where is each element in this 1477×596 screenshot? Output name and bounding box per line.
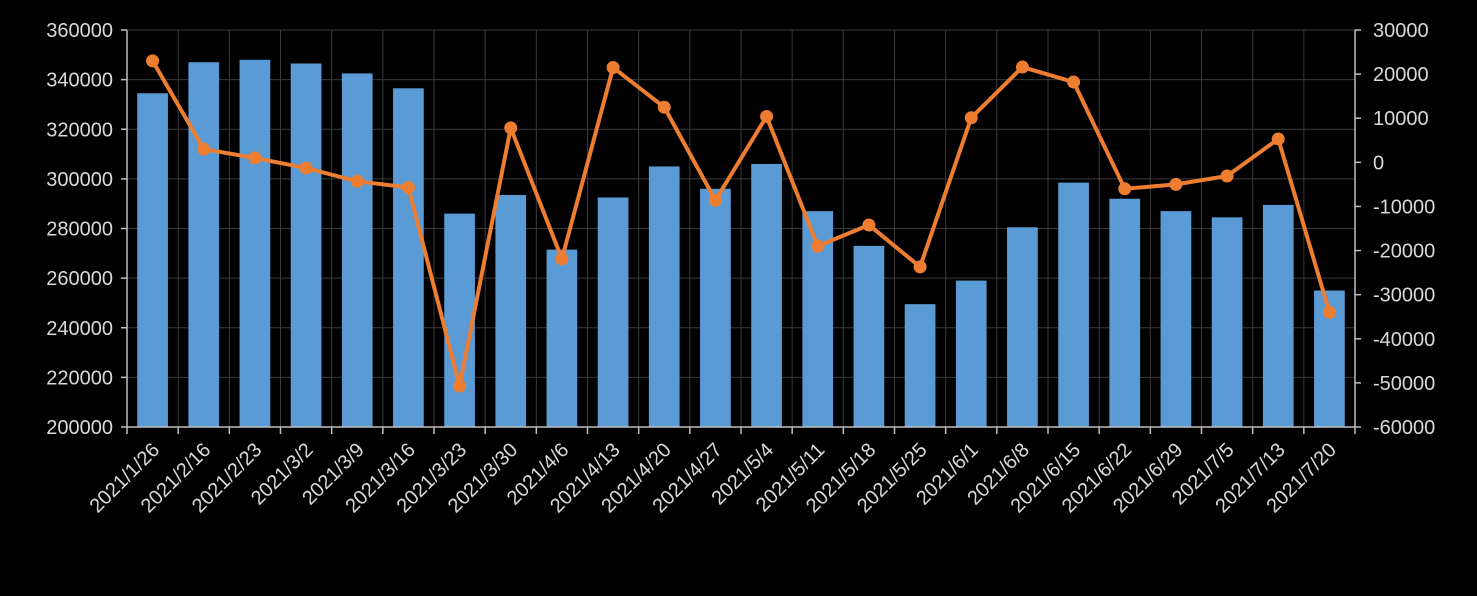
y-right-tick-label: -50000	[1373, 373, 1435, 395]
bar	[1109, 198, 1141, 427]
line-point	[1220, 169, 1234, 183]
line-point	[248, 151, 262, 165]
line-point	[401, 180, 415, 194]
line-point	[862, 218, 876, 232]
line-series	[146, 54, 1336, 393]
line-point	[606, 60, 620, 74]
line-point	[708, 193, 722, 207]
line-path	[150, 59, 1332, 388]
bar	[239, 59, 271, 428]
y-left-tick-label: 200000	[46, 417, 113, 439]
bar	[904, 304, 936, 427]
line-point	[964, 111, 978, 125]
y-right-tick-label: 10000	[1373, 108, 1429, 130]
line-point	[197, 142, 211, 156]
line-point	[1067, 75, 1081, 89]
line-point	[555, 252, 569, 266]
bar	[495, 195, 527, 427]
bar	[188, 62, 220, 427]
bar	[751, 163, 782, 428]
y-right-tick-label: 30000	[1373, 20, 1429, 42]
y-left-tick-label: 360000	[46, 20, 113, 42]
y-left-tick-label: 260000	[46, 268, 113, 290]
line-point	[299, 161, 313, 175]
y-right-tick-label: -10000	[1373, 196, 1435, 218]
line-point	[760, 109, 774, 123]
y-left-tick-label: 320000	[46, 119, 113, 141]
bar	[1211, 217, 1243, 427]
bar	[1160, 211, 1192, 427]
y-right-tick-label: -60000	[1373, 417, 1435, 439]
bar-series	[137, 59, 1345, 428]
bar	[648, 166, 680, 427]
bar	[700, 188, 731, 427]
y-left-tick-label: 340000	[46, 70, 113, 92]
y-left-tick-label: 280000	[46, 219, 113, 241]
y-right-tick-label: 20000	[1373, 64, 1429, 86]
y-left-tick-label: 240000	[46, 318, 113, 340]
bar	[393, 88, 424, 427]
gridlines	[126, 29, 1356, 428]
y-left-tick-label: 300000	[46, 169, 113, 191]
line-point	[1322, 305, 1336, 319]
y-right-tick-label: -40000	[1373, 329, 1435, 351]
line-point	[146, 54, 160, 68]
y-right-tick-label: -30000	[1373, 285, 1435, 307]
bar	[137, 93, 168, 427]
line-point	[453, 379, 467, 393]
axes	[121, 29, 1361, 434]
bar	[597, 197, 629, 427]
bar	[1007, 227, 1038, 427]
bar	[341, 73, 373, 427]
line-point	[1169, 177, 1183, 191]
bar	[290, 63, 322, 427]
bar	[1262, 204, 1294, 427]
y-right-tick-label: 0	[1373, 152, 1384, 174]
line-point	[1118, 182, 1132, 196]
y-right-tick-label: -20000	[1373, 241, 1435, 263]
line-point	[350, 174, 364, 188]
bar	[853, 245, 885, 427]
line-point	[504, 121, 518, 135]
line-point	[657, 100, 671, 114]
line-point	[913, 260, 927, 274]
line-point	[1015, 60, 1029, 74]
bar	[955, 280, 987, 427]
bar	[444, 213, 475, 427]
y-left-tick-label: 220000	[46, 367, 113, 389]
line-point	[811, 239, 825, 253]
line-point	[1271, 132, 1285, 146]
bar	[1058, 182, 1089, 427]
bar	[546, 249, 578, 427]
